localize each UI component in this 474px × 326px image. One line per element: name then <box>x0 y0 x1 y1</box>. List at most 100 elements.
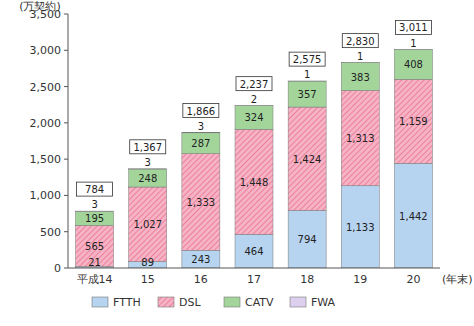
bar-segment <box>288 210 326 268</box>
bar-segment <box>288 81 326 82</box>
x-tick-label: 平成14 <box>77 273 113 286</box>
bar-segment <box>288 107 326 210</box>
total-box <box>289 52 325 66</box>
data-label: 1,027 <box>133 219 162 230</box>
x-tick-label: 18 <box>300 273 314 286</box>
legend-label: DSL <box>179 296 201 309</box>
total-label: 2,237 <box>240 79 269 90</box>
data-label: 408 <box>404 59 423 70</box>
total-label: 1,866 <box>187 106 216 117</box>
data-label: 248 <box>138 173 157 184</box>
legend-swatch <box>158 297 174 307</box>
bar-segment <box>394 49 432 50</box>
legend-swatch <box>92 297 108 307</box>
data-label: 1 <box>304 69 310 80</box>
data-label: 1,424 <box>293 154 322 165</box>
data-label: 324 <box>244 112 263 123</box>
total-box <box>236 77 272 91</box>
legend-swatch <box>290 297 306 307</box>
total-label: 2,830 <box>346 36 375 47</box>
data-label: 3 <box>145 157 151 168</box>
y-tick-label: 1,000 <box>30 189 62 202</box>
bar-segment <box>182 250 220 268</box>
bar-segment <box>235 129 273 234</box>
total-label: 2,575 <box>293 54 322 65</box>
bar-segment <box>76 211 114 225</box>
data-label: 195 <box>85 213 104 224</box>
x-tick-label: 16 <box>194 273 208 286</box>
data-label: 2 <box>251 94 257 105</box>
bar-segment <box>394 163 432 268</box>
bar-segment <box>235 234 273 268</box>
y-tick <box>64 14 68 15</box>
legend-label: FTTH <box>113 296 141 309</box>
total-box <box>183 104 219 118</box>
data-label: 3 <box>198 121 204 132</box>
data-label: 794 <box>298 234 317 245</box>
bar-segment <box>341 62 379 63</box>
data-label: 287 <box>191 138 210 149</box>
total-box <box>395 20 431 34</box>
y-tick-label: 3,500 <box>30 8 62 21</box>
bar-segment <box>235 106 273 130</box>
bar-segment <box>182 154 220 251</box>
legend-label: CATV <box>245 296 274 309</box>
y-tick <box>64 86 68 87</box>
y-tick <box>64 159 68 160</box>
bar-segment <box>288 81 326 107</box>
bar-segment <box>235 105 273 106</box>
y-tick-label: 1,500 <box>30 153 62 166</box>
data-label: 383 <box>351 72 370 83</box>
total-box <box>130 140 166 154</box>
bar-segment <box>341 63 379 91</box>
data-label: 1,313 <box>346 133 375 144</box>
x-tick-label: 17 <box>247 273 261 286</box>
y-tick <box>64 231 68 232</box>
data-label: 89 <box>141 257 154 268</box>
y-tick-label: 2,000 <box>30 117 62 130</box>
data-labels: 21892434647941,1331,4425651,0271,3331,44… <box>85 38 428 268</box>
y-tick <box>64 122 68 123</box>
legend-label: FWA <box>311 296 336 309</box>
bar-segment <box>182 133 220 154</box>
data-label: 243 <box>191 254 210 265</box>
bar-segment <box>394 79 432 163</box>
bar-segment <box>129 168 167 169</box>
total-label: 1,367 <box>133 142 162 153</box>
data-label: 1,448 <box>240 177 269 188</box>
total-box <box>342 34 378 48</box>
data-label: 1 <box>357 51 363 62</box>
data-label: 357 <box>298 89 317 100</box>
y-tick-label: 0 <box>54 262 61 275</box>
data-label: 1,333 <box>187 197 216 208</box>
y-tick <box>64 195 68 196</box>
bar-segment <box>341 186 379 268</box>
total-label: 784 <box>85 184 104 195</box>
y-tick-label: 3,000 <box>30 44 62 57</box>
data-label: 1 <box>410 38 416 49</box>
x-tick-label: 15 <box>141 273 155 286</box>
x-axis <box>68 268 440 269</box>
y-tick-label: 500 <box>40 226 61 239</box>
bar-segment <box>394 50 432 80</box>
y-tick-label: 2,500 <box>30 81 62 94</box>
bar-segment <box>182 132 220 133</box>
legend-swatch <box>224 297 240 307</box>
bars <box>76 50 433 268</box>
data-label: 21 <box>88 257 101 268</box>
x-tick-label: 20 <box>406 273 420 286</box>
data-label: 1,133 <box>346 222 375 233</box>
chart: (万契約)05001,0001,5002,0002,5003,0003,5002… <box>0 0 474 326</box>
x-axis-label: (年末) <box>442 273 473 286</box>
y-tick <box>64 50 68 51</box>
bar-segment <box>76 211 114 212</box>
y-axis <box>68 14 69 268</box>
bar-segment <box>341 90 379 185</box>
y-tick <box>64 268 68 269</box>
bar-segment <box>129 169 167 187</box>
total-label: 3,011 <box>399 22 428 33</box>
total-box <box>77 182 113 196</box>
data-label: 3 <box>91 199 97 210</box>
bar-segment <box>129 187 167 262</box>
data-label: 1,442 <box>399 211 428 222</box>
